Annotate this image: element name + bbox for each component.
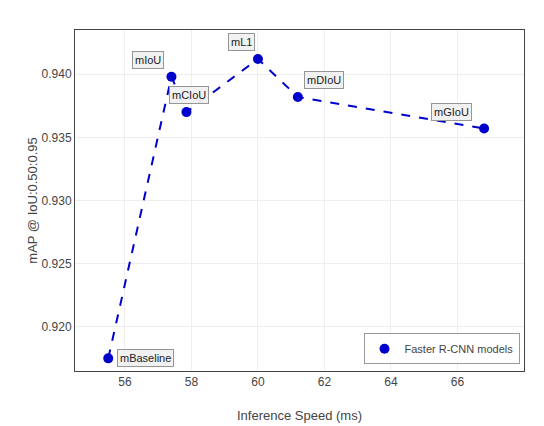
- svg-text:mL1: mL1: [231, 36, 252, 48]
- svg-text:mAP @ IoU:0.50:0.95: mAP @ IoU:0.50:0.95: [25, 137, 40, 263]
- svg-text:mBaseline: mBaseline: [120, 352, 171, 364]
- svg-text:62: 62: [318, 375, 332, 389]
- svg-text:mGIoU: mGIoU: [434, 106, 469, 118]
- svg-text:mIoU: mIoU: [135, 54, 161, 66]
- svg-text:66: 66: [451, 375, 465, 389]
- svg-text:56: 56: [118, 375, 132, 389]
- svg-text:0.930: 0.930: [42, 194, 72, 208]
- svg-text:mDIoU: mDIoU: [307, 74, 341, 86]
- svg-text:60: 60: [251, 375, 265, 389]
- svg-text:58: 58: [185, 375, 199, 389]
- svg-text:Faster R-CNN models: Faster R-CNN models: [405, 343, 514, 355]
- svg-text:Inference Speed (ms): Inference Speed (ms): [237, 408, 362, 423]
- svg-text:64: 64: [384, 375, 398, 389]
- svg-text:mCIoU: mCIoU: [172, 89, 206, 101]
- svg-text:0.935: 0.935: [42, 131, 72, 145]
- svg-text:0.920: 0.920: [42, 320, 72, 334]
- svg-text:0.925: 0.925: [42, 257, 72, 271]
- svg-text:0.940: 0.940: [42, 67, 72, 81]
